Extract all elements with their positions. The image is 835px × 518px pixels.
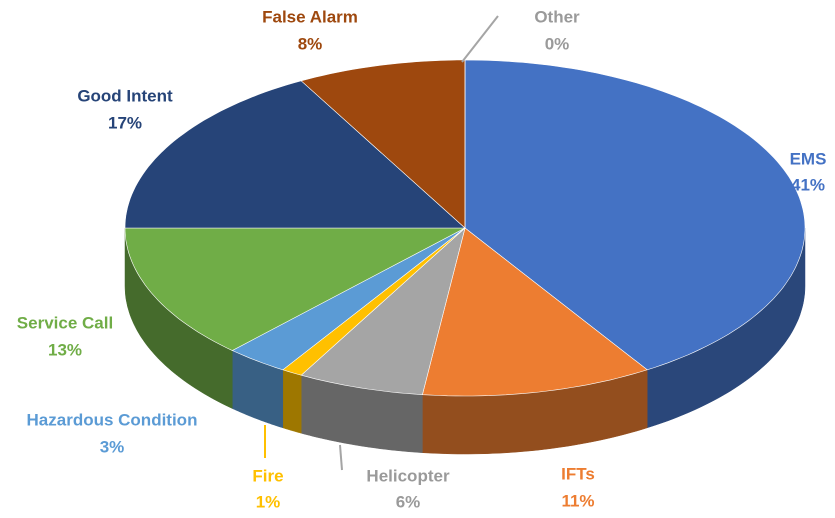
slice-label: False Alarm	[262, 7, 358, 26]
slice-label: Good Intent	[77, 86, 173, 105]
value-label: 6%	[396, 492, 421, 511]
slice	[422, 227, 648, 397]
slice-side	[282, 369, 302, 434]
slice-label: Fire	[252, 466, 283, 485]
slice-label: EMS	[790, 149, 827, 168]
leader-line	[339, 444, 343, 471]
slice-label: Hazardous Condition	[27, 410, 198, 429]
slice	[300, 227, 466, 396]
value-label: 8%	[298, 34, 323, 53]
slice	[124, 80, 466, 229]
value-label: 41%	[791, 175, 825, 194]
value-label: 3%	[100, 437, 125, 456]
value-label: 1%	[256, 492, 281, 511]
slice-label: Other	[534, 7, 580, 26]
value-label: 17%	[108, 113, 142, 132]
slice	[124, 227, 466, 351]
slice-label: Service Call	[17, 313, 113, 332]
value-label: 11%	[561, 491, 594, 510]
value-label: 13%	[48, 340, 82, 359]
value-label: 0%	[545, 34, 570, 53]
slice-label: IFTs	[561, 464, 595, 483]
slice	[231, 227, 466, 371]
slice	[300, 59, 466, 229]
leader-line	[461, 15, 499, 63]
slice-label: Helicopter	[366, 466, 450, 485]
slice	[464, 59, 806, 371]
